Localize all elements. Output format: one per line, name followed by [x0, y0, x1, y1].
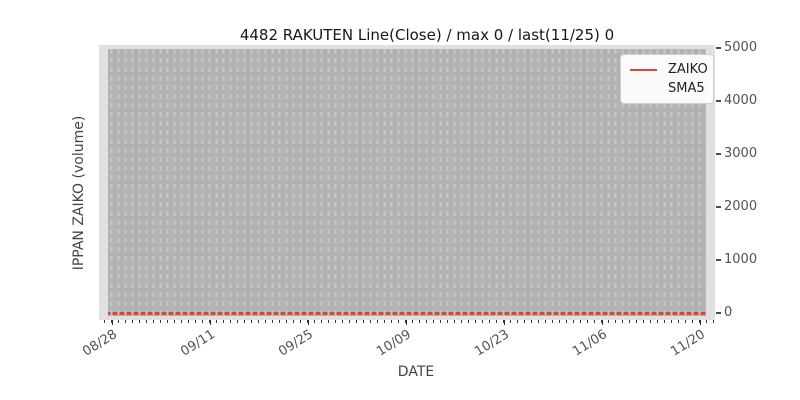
x-tick-label: 09/11 [177, 327, 218, 360]
legend-item-sma5: SMA5 [630, 80, 705, 96]
x-tick-label: 11/20 [667, 327, 708, 360]
y-tick-mark [716, 206, 721, 208]
y-tick-mark [716, 153, 721, 155]
legend-label: ZAIKO [668, 62, 708, 78]
x-axis-label: DATE [397, 364, 435, 380]
x-tick-label: 08/28 [79, 327, 120, 360]
x-major-tick [699, 320, 701, 325]
y-tick-label: 3000 [724, 146, 758, 161]
legend-item-zaiko: ZAIKO [630, 63, 708, 76]
legend-label: SMA5 [668, 80, 705, 96]
x-major-tick [111, 320, 113, 325]
y-tick-mark [716, 312, 721, 314]
x-major-tick [209, 320, 211, 325]
x-tick-label: 09/25 [275, 327, 316, 360]
x-tick-label: 10/23 [471, 327, 512, 360]
y-tick-label: 4000 [724, 93, 758, 108]
x-major-tick [503, 320, 505, 325]
y-tick-mark [716, 47, 721, 49]
x-major-tick [405, 320, 407, 325]
chart-title: 4482 RAKUTEN Line(Close) / max 0 / last(… [239, 26, 615, 44]
zaiko-line-swatch [630, 68, 657, 72]
x-tick-label: 11/06 [569, 327, 610, 360]
y-tick-mark [716, 259, 721, 261]
legend: ZAIKO SMA5 [620, 54, 714, 104]
y-tick-label: 2000 [724, 199, 758, 214]
y-tick-label: 1000 [724, 252, 758, 267]
y-tick-label: 0 [724, 305, 733, 320]
x-major-tick [601, 320, 603, 325]
plot-area [108, 49, 706, 316]
sma5-line-swatch [630, 87, 657, 90]
y-tick-label: 5000 [724, 40, 758, 55]
x-axis-minor-ticks [104, 320, 714, 323]
y-tick-mark [716, 100, 721, 102]
x-major-tick [307, 320, 309, 325]
grid-pattern [108, 49, 706, 316]
y-axis-label: IPPAN ZAIKO (volume) [71, 115, 87, 271]
